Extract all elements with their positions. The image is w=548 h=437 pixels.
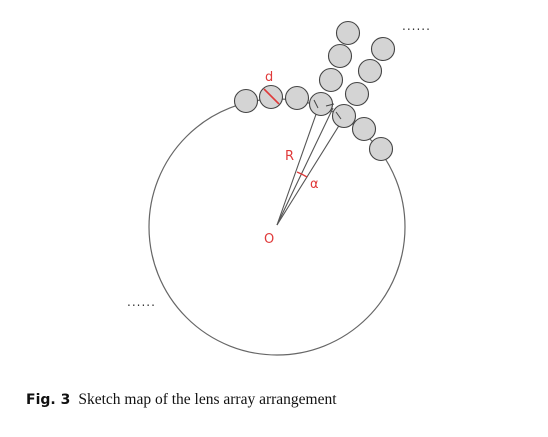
lens-circle bbox=[331, 103, 357, 129]
tick bbox=[325, 103, 335, 107]
lens-circle bbox=[308, 91, 334, 117]
center-ticks bbox=[313, 99, 342, 120]
radius-line-1 bbox=[276, 102, 321, 226]
lens-row-rim bbox=[233, 84, 334, 117]
lens-array-diagram: d R α O ...... ...... bbox=[127, 19, 431, 356]
label-origin: O bbox=[264, 232, 274, 247]
lens-circle bbox=[318, 67, 344, 93]
tick bbox=[335, 111, 342, 120]
radius-line-2 bbox=[276, 107, 334, 226]
diameter-line bbox=[263, 88, 280, 105]
label-d: d bbox=[265, 70, 273, 85]
alpha-arc bbox=[296, 171, 308, 178]
ellipsis-left: ...... bbox=[127, 295, 156, 309]
radius-line-3 bbox=[276, 115, 346, 226]
lens-chain-diagonal bbox=[331, 36, 396, 162]
figure-caption: Fig. 3 Sketch map of the lens array arran… bbox=[26, 391, 337, 409]
figure-number: Fig. 3 bbox=[26, 392, 71, 408]
lens-circle bbox=[335, 20, 361, 46]
lens-circle bbox=[344, 81, 370, 107]
lens-circle bbox=[370, 36, 396, 62]
label-R: R bbox=[285, 149, 294, 164]
tick bbox=[313, 99, 319, 109]
lens-circle bbox=[233, 88, 259, 114]
lens-circle bbox=[284, 85, 310, 111]
ellipsis-top: ...... bbox=[402, 19, 431, 33]
lens-chain-upper bbox=[318, 20, 361, 93]
radius-lines bbox=[276, 102, 346, 226]
label-alpha: α bbox=[310, 177, 319, 192]
lens-circle bbox=[351, 116, 377, 142]
lens-circle bbox=[357, 58, 383, 84]
lens-circle bbox=[327, 43, 353, 69]
caption-text: Sketch map of the lens array arrangement bbox=[78, 391, 337, 408]
lens-circle bbox=[368, 136, 394, 162]
